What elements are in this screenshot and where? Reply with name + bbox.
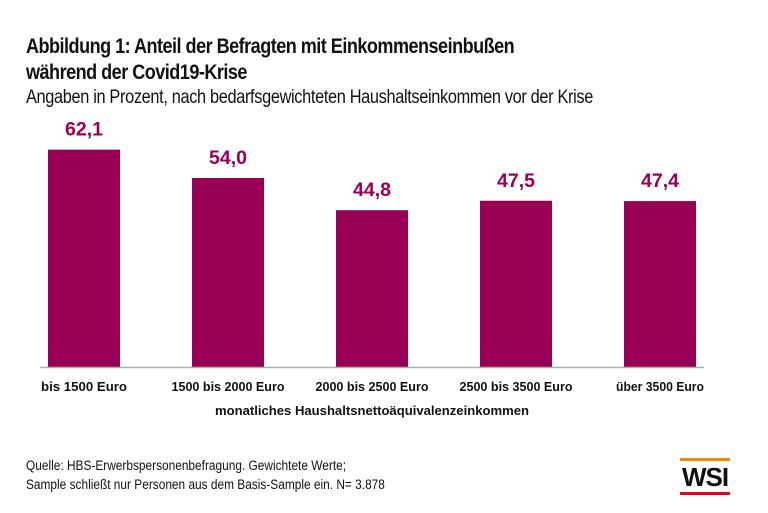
value-label-5: 47,4	[641, 171, 679, 192]
bar-3	[336, 210, 408, 367]
value-label-1: 62,1	[65, 120, 103, 141]
labels-group: 62,1 bis 1500 Euro 54,0 1500 bis 2000 Euro 4…	[41, 120, 704, 394]
category-label-1: bis 1500 Euro	[41, 379, 127, 394]
bar-5	[624, 201, 696, 367]
chart-title-line-1: Abbildung 1: Anteil der Befragten mit Ei…	[26, 35, 515, 58]
category-label-5: über 3500 Euro	[616, 379, 704, 394]
category-label-3: 2000 bis 2500 Euro	[316, 379, 429, 394]
wsi-logo: WSI	[680, 458, 730, 496]
chart-subtitle: Angaben in Prozent, nach bedarfsgewichte…	[26, 87, 593, 108]
bar-4	[480, 200, 552, 367]
category-label-2: 1500 bis 2000 Euro	[172, 379, 285, 394]
value-label-3: 44,8	[353, 180, 391, 201]
logo-top-stripe	[680, 458, 730, 461]
x-axis-title: monatliches Haushaltsnettoäquivalenzeink…	[215, 403, 529, 418]
bar-1	[48, 149, 120, 367]
logo-text: WSI	[681, 462, 729, 492]
source-line-1: Quelle: HBS-Erwerbspersonenbefragung. Ge…	[26, 458, 347, 473]
category-label-4: 2500 bis 3500 Euro	[460, 379, 573, 394]
bars-group	[48, 149, 696, 367]
source-note: Quelle: HBS-Erwerbspersonenbefragung. Ge…	[26, 456, 385, 494]
value-label-2: 54,0	[209, 148, 247, 169]
chart-title-line-2: während der Covid19-Krise	[26, 61, 247, 84]
bar-2	[192, 178, 264, 367]
source-line-2: Sample schließt nur Personen aus dem Bas…	[26, 477, 385, 492]
value-label-4: 47,5	[497, 171, 535, 192]
logo-bottom-stripe	[680, 492, 730, 495]
chart-title: Abbildung 1: Anteil der Befragten mit Ei…	[26, 34, 515, 86]
